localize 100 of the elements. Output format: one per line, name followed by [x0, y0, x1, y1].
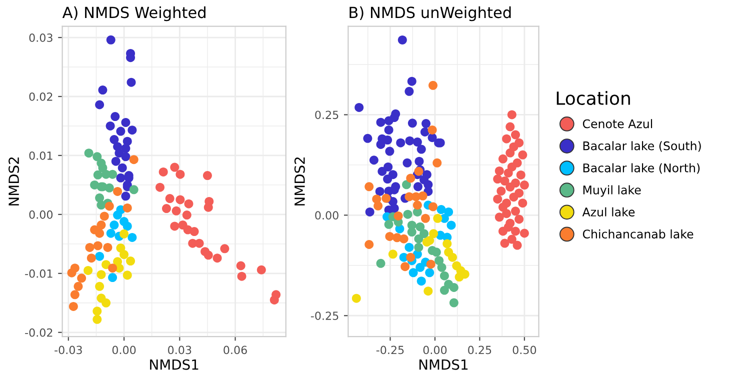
point — [182, 210, 192, 220]
point — [520, 180, 529, 190]
point — [98, 86, 108, 95]
point — [498, 226, 508, 236]
point — [354, 102, 364, 112]
point — [120, 229, 129, 238]
point — [111, 156, 120, 166]
x-tick-label: 0.00 — [112, 346, 136, 354]
point — [428, 125, 437, 134]
point — [506, 122, 515, 132]
point — [113, 186, 122, 196]
point — [416, 144, 426, 154]
point — [95, 282, 104, 291]
y-tick-label: 0.00 — [29, 210, 53, 219]
point — [428, 202, 438, 212]
point — [420, 214, 430, 223]
y-tick-label: 0.25 — [315, 110, 338, 120]
point — [108, 264, 118, 273]
y-tick-label: -0.01 — [25, 269, 52, 278]
point — [408, 268, 418, 278]
point — [518, 150, 528, 160]
point — [500, 238, 510, 248]
point — [165, 194, 174, 204]
point — [116, 126, 126, 136]
point — [449, 298, 458, 308]
point — [220, 244, 230, 254]
point — [106, 35, 116, 44]
point — [424, 286, 433, 296]
point — [129, 185, 138, 194]
point — [434, 256, 444, 266]
point — [364, 182, 374, 192]
point — [390, 204, 399, 213]
point — [493, 174, 502, 184]
point — [408, 118, 417, 128]
point — [86, 254, 96, 263]
point — [126, 256, 136, 266]
point — [388, 250, 398, 259]
point — [437, 262, 446, 272]
point — [494, 212, 504, 222]
x-tick-label: 0.25 — [468, 346, 492, 354]
point — [504, 168, 513, 178]
y-tick-label: -0.02 — [25, 328, 52, 337]
point — [500, 176, 510, 186]
point — [414, 242, 424, 252]
point — [102, 298, 111, 308]
point — [402, 158, 412, 168]
point — [126, 78, 136, 87]
legend-label: Azul lake — [582, 207, 635, 216]
x-tick-label: 0.06 — [224, 346, 247, 354]
point — [510, 226, 520, 236]
point — [407, 76, 416, 86]
point — [120, 250, 129, 260]
x-tick-label: 0.03 — [168, 346, 192, 354]
point — [385, 232, 394, 241]
point — [122, 203, 132, 212]
point — [436, 205, 446, 214]
point — [121, 192, 130, 201]
point — [506, 148, 515, 158]
y-tick-label: 0.01 — [29, 151, 52, 160]
point — [433, 214, 442, 223]
y-tick-label: 0.03 — [29, 34, 52, 42]
point — [84, 148, 94, 158]
point — [74, 282, 83, 291]
point — [446, 220, 456, 230]
point — [114, 148, 124, 158]
point — [364, 240, 374, 250]
point — [236, 261, 246, 270]
point — [162, 204, 171, 214]
point — [128, 232, 137, 242]
point — [494, 166, 504, 176]
legend-label: Chichancanab lake — [582, 229, 694, 239]
point — [92, 314, 102, 324]
point — [369, 156, 378, 165]
point — [204, 250, 213, 260]
point — [376, 258, 386, 268]
point — [352, 294, 361, 303]
point — [121, 144, 130, 153]
point — [365, 207, 374, 216]
y-tick-label: 0.02 — [29, 92, 52, 101]
point — [512, 240, 522, 250]
point — [116, 173, 126, 182]
point — [237, 272, 246, 281]
point — [403, 210, 412, 219]
point — [426, 260, 436, 269]
point — [412, 138, 422, 147]
legend-title: Location — [556, 91, 630, 105]
chart-title: B) NMDS unWeighted — [350, 6, 511, 22]
point — [92, 306, 102, 316]
point — [176, 195, 185, 204]
point — [104, 202, 114, 211]
point — [384, 125, 394, 134]
point — [416, 222, 425, 232]
point — [404, 86, 414, 96]
point — [514, 214, 524, 224]
point — [176, 170, 185, 179]
point — [68, 302, 78, 311]
point — [92, 152, 102, 162]
point — [509, 192, 518, 202]
point — [202, 171, 212, 180]
point — [518, 198, 528, 208]
